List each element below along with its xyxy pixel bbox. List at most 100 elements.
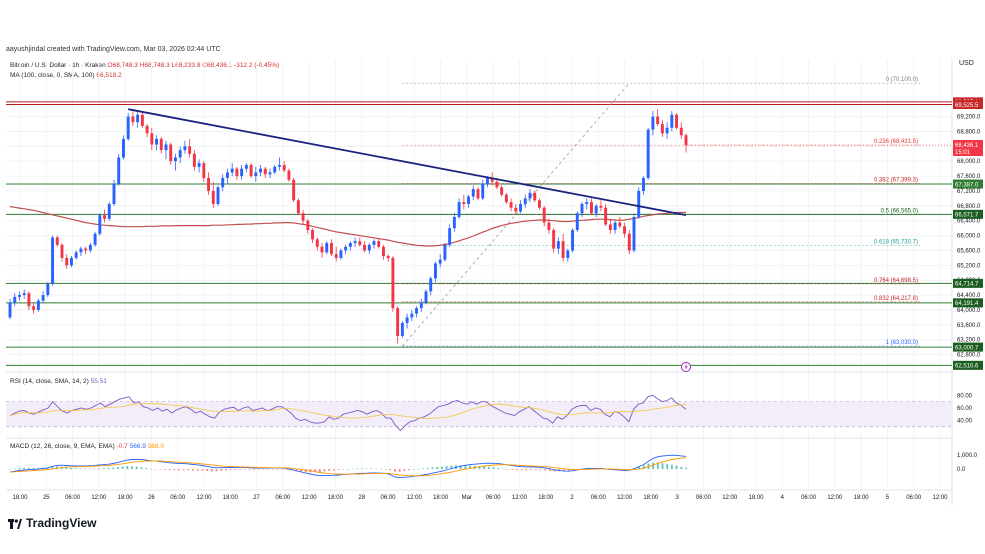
macd-histogram-bar	[126, 466, 129, 470]
price-tick-label: 64,400.0	[957, 293, 981, 299]
candle-body	[55, 237, 59, 245]
candle	[282, 161, 286, 173]
candle	[618, 217, 622, 229]
macd-histogram-bar	[342, 469, 345, 470]
candle-body	[315, 239, 319, 247]
candle	[145, 124, 149, 138]
macd-pane[interactable]: 1,000.0 0.0	[9, 453, 978, 479]
candle-body	[452, 217, 456, 229]
candle	[627, 230, 631, 255]
macd-histogram-bar	[685, 467, 687, 470]
macd-histogram-bar	[117, 467, 119, 470]
price-tick-label: 64,000.0	[957, 308, 981, 314]
symbol-name[interactable]: Bitcoin / U.S. Dollar · 1h · Kraken	[10, 62, 106, 69]
candle-body	[377, 241, 381, 247]
candle	[51, 235, 55, 286]
candle	[292, 177, 296, 203]
current-price-tag: 68,436.115:01	[953, 140, 983, 157]
macd-histogram-bar	[27, 467, 30, 470]
rsi-pane[interactable]: 80.00 60.00 40.00	[6, 393, 973, 432]
candle	[344, 244, 348, 255]
alert-icon[interactable]	[681, 362, 691, 372]
candle-body	[188, 146, 192, 154]
macd-histogram-bar	[351, 468, 354, 470]
current-price-label: 68,436.1	[955, 143, 979, 149]
macd-histogram-bar	[328, 469, 331, 471]
macd-signal-line	[9, 457, 687, 477]
candle-body	[604, 207, 608, 225]
candle-body	[74, 252, 78, 258]
macd-histogram-bar	[365, 468, 368, 470]
time-tick-label: 06:00	[486, 495, 502, 501]
macd-histogram-bar	[18, 468, 21, 470]
macd-histogram-bar	[210, 469, 213, 472]
candle	[339, 248, 343, 260]
candle-body	[561, 241, 565, 258]
trendline[interactable]	[128, 108, 687, 217]
candle	[367, 243, 371, 255]
candle	[140, 112, 144, 128]
rsi-tick-label: 60.00	[957, 406, 973, 412]
macd-histogram-bar	[638, 466, 640, 470]
candle-body	[79, 248, 83, 253]
macd-histogram-bar	[347, 469, 349, 470]
level-price-tag: 67,387.0	[953, 179, 983, 189]
candle-body	[254, 172, 258, 177]
candle	[178, 146, 182, 164]
time-tick-label: 06:00	[380, 495, 396, 501]
symbol-legend: Bitcoin / U.S. Dollar · 1h · Kraken O68,…	[10, 62, 279, 69]
time-axis[interactable]: 18:00 25 06:00 12:00 18:00 26 06:00 12:00 18:00 2…	[12, 495, 948, 501]
candle-body	[159, 138, 163, 151]
candle	[646, 127, 650, 180]
time-tick-label: 2	[570, 495, 574, 501]
tradingview-brand[interactable]: TradingView	[8, 516, 96, 530]
candle	[519, 200, 523, 214]
candle-body	[69, 257, 73, 266]
candle-body	[537, 200, 541, 208]
rsi-legend[interactable]: RSI (14, close, SMA, 14, 2) 55.51	[10, 378, 107, 385]
candle-body	[150, 133, 154, 145]
macd-histogram-bar	[384, 469, 387, 470]
candle	[452, 213, 456, 232]
candle-body	[381, 246, 385, 257]
rsi-tick-label: 40.00	[957, 419, 973, 425]
macd-histogram-bar	[112, 467, 115, 470]
macd-histogram-bar	[333, 469, 335, 471]
macd-histogram-bar	[450, 465, 453, 470]
macd-histogram-bar	[84, 468, 87, 470]
candle-body	[155, 138, 159, 145]
candle	[192, 150, 196, 171]
candle-body	[542, 207, 546, 223]
candle	[448, 224, 452, 247]
macd-histogram-bar	[304, 469, 307, 473]
candle-body	[405, 317, 409, 323]
candle-body	[415, 308, 419, 314]
candle	[17, 291, 21, 301]
alert-icon-bolt	[684, 363, 688, 371]
level-tag-bg	[953, 360, 983, 370]
candle	[410, 309, 414, 322]
level-price-tag: 63,000.7	[953, 342, 983, 352]
level-tag-bg	[953, 209, 983, 219]
candle-body	[306, 220, 310, 231]
macd-histogram-bar	[483, 466, 486, 470]
candle-body	[495, 181, 499, 188]
ma-legend[interactable]: MA (100, close, 0, SMA, 100) 66,518.2	[10, 72, 122, 79]
candle-body	[608, 224, 612, 231]
macd-histogram-bar	[422, 468, 425, 470]
candle	[197, 159, 201, 173]
macd-histogram-bar	[520, 469, 523, 471]
macd-histogram-bar	[93, 468, 96, 470]
time-tick-label: 06:00	[65, 495, 81, 501]
price-axis[interactable]: 69,200.068,800.068,400.068,000.067,600.0…	[686, 97, 983, 370]
candle-body	[646, 129, 650, 178]
candle	[462, 194, 466, 210]
candle-body	[178, 150, 182, 158]
candle-body	[500, 187, 504, 195]
macd-legend[interactable]: MACD (12, 26, close, 9, EMA, EMA) -0.7 5…	[10, 443, 164, 450]
macd-histogram-bar	[168, 469, 171, 471]
macd-histogram-bar	[201, 469, 204, 471]
candle	[79, 246, 83, 257]
fibonacci-retracement[interactable]: 0 (70,100.0) 0.236 (68,431.5) 0.382 (67,39…	[402, 77, 920, 347]
